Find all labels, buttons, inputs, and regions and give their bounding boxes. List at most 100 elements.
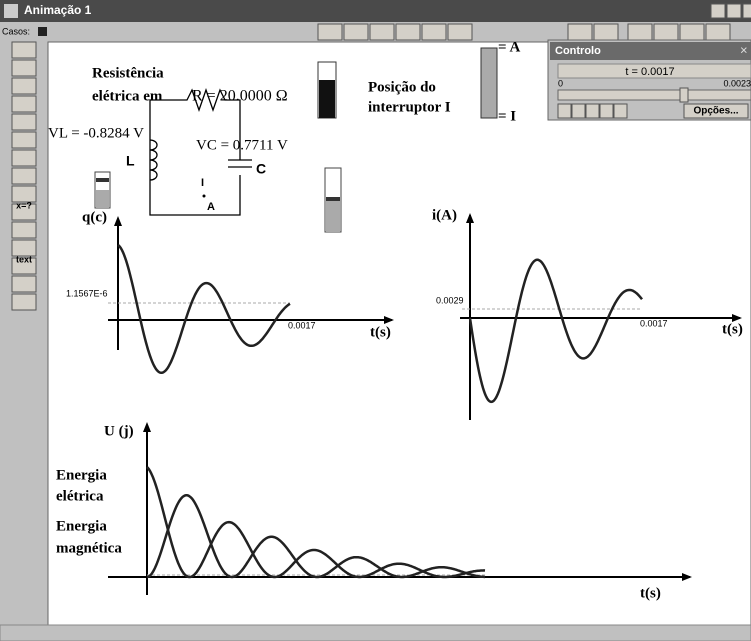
control-title: Controlo [555, 45, 601, 57]
control-button[interactable] [571, 103, 586, 119]
toolbar-button[interactable] [317, 23, 343, 41]
control-button[interactable] [599, 103, 614, 119]
switch-pos-a: = A [498, 39, 520, 55]
vl-value: VL = -0.8284 V [48, 125, 144, 141]
options-label[interactable]: Opções... [693, 106, 738, 117]
palette-button[interactable] [11, 131, 37, 149]
time-slider[interactable] [557, 89, 751, 101]
legend-text: elétrica [56, 488, 104, 504]
vl-slider-fill [96, 190, 109, 208]
resistance-title: Resistência [92, 65, 164, 81]
capacitor [228, 159, 252, 168]
time-display [557, 63, 751, 79]
palette-button[interactable] [11, 167, 37, 185]
q-curve [117, 244, 291, 375]
toolbar-button[interactable] [679, 23, 705, 41]
q-x-label: t(s) [370, 324, 391, 340]
control-button[interactable] [557, 103, 572, 119]
switch-title: Posição do [368, 79, 436, 95]
palette-button[interactable] [11, 275, 37, 293]
palette-button[interactable] [11, 239, 37, 257]
i-x-value: 0.0017 [640, 318, 668, 328]
switch-a-label: A [207, 201, 215, 213]
i-y-value: 0.0029 [436, 295, 464, 305]
palette-button[interactable] [11, 41, 37, 59]
control-close[interactable]: × [740, 42, 748, 57]
toolbar-button[interactable] [343, 23, 369, 41]
palette-button[interactable] [11, 185, 37, 203]
q-y-value: 1.1567E-6 [66, 288, 108, 298]
electric-energy-curve [146, 466, 486, 579]
q-axes [108, 220, 392, 350]
switch-contact [202, 194, 206, 198]
status-bar [0, 624, 751, 641]
vc-slider-fill [326, 197, 340, 232]
app-icon [4, 4, 18, 18]
palette-button[interactable] [11, 293, 37, 311]
q-y-label: q(c) [82, 209, 107, 225]
palette-button[interactable] [11, 257, 37, 275]
i-curve [468, 258, 643, 404]
legend-text: magnética [56, 540, 122, 556]
cases-button[interactable] [38, 27, 47, 36]
palette-button[interactable] [11, 59, 37, 77]
u-x-label: t(s) [640, 585, 661, 601]
i-x-label: t(s) [722, 321, 743, 337]
palette-button[interactable] [11, 221, 37, 239]
control-button[interactable] [585, 103, 600, 119]
u-y-label: U (j) [104, 423, 134, 439]
palette: x=? text [11, 41, 37, 311]
control-button[interactable] [613, 103, 628, 119]
control-buttons [557, 103, 628, 119]
toolbar-button[interactable] [567, 23, 593, 41]
magnetic-energy-curve [146, 494, 486, 579]
palette-button[interactable] [11, 95, 37, 113]
capacitor-label: C [256, 161, 266, 177]
control-title-bar [550, 42, 751, 60]
window-title: Animação 1 [24, 3, 92, 17]
toolbar-button[interactable] [447, 23, 473, 41]
vc-slider-thumb [326, 197, 340, 201]
palette-label[interactable]: x=? [16, 200, 32, 210]
switch-i-label: I [201, 177, 204, 189]
i-axes [460, 215, 740, 420]
close-button[interactable] [742, 3, 751, 19]
time-slider-thumb[interactable] [679, 87, 689, 103]
legend-text: Energia [56, 467, 107, 483]
switch-slider[interactable] [480, 47, 498, 119]
resistance-slider-fill [319, 80, 335, 118]
time-value: t = 0.0017 [625, 66, 674, 78]
switch-pos-i: = I [498, 108, 516, 124]
palette-button[interactable] [11, 203, 37, 221]
title-bar [0, 0, 751, 22]
palette-button[interactable] [11, 113, 37, 131]
time-min: 0 [558, 78, 563, 88]
q-x-value: 0.0017 [288, 320, 316, 330]
toolbar-button[interactable] [705, 23, 731, 41]
toolbar-button[interactable] [593, 23, 619, 41]
toolbar-button[interactable] [421, 23, 447, 41]
i-y-label: i(A) [432, 207, 457, 223]
canvas [47, 41, 751, 626]
resistance-title: elétrica em [92, 88, 163, 104]
cases-label: Casos: [2, 26, 30, 36]
inductor-label: L [126, 153, 135, 169]
toolbar [317, 23, 731, 41]
maximize-button[interactable] [726, 3, 742, 19]
legend-text: Energia [56, 518, 107, 534]
vl-slider-thumb [96, 178, 109, 182]
circuit-wire [149, 88, 241, 216]
vc-value: VC = 0.7711 V [196, 137, 288, 153]
palette-button[interactable] [11, 149, 37, 167]
palette-label[interactable]: text [16, 254, 32, 264]
inductor [149, 139, 158, 181]
switch-title: interruptor I [368, 99, 451, 115]
toolbar-button[interactable] [653, 23, 679, 41]
palette-button[interactable] [11, 77, 37, 95]
toolbar-button[interactable] [627, 23, 653, 41]
options-button[interactable] [683, 103, 749, 119]
toolbar-button[interactable] [369, 23, 395, 41]
minimize-button[interactable] [710, 3, 726, 19]
toolbar-button[interactable] [395, 23, 421, 41]
